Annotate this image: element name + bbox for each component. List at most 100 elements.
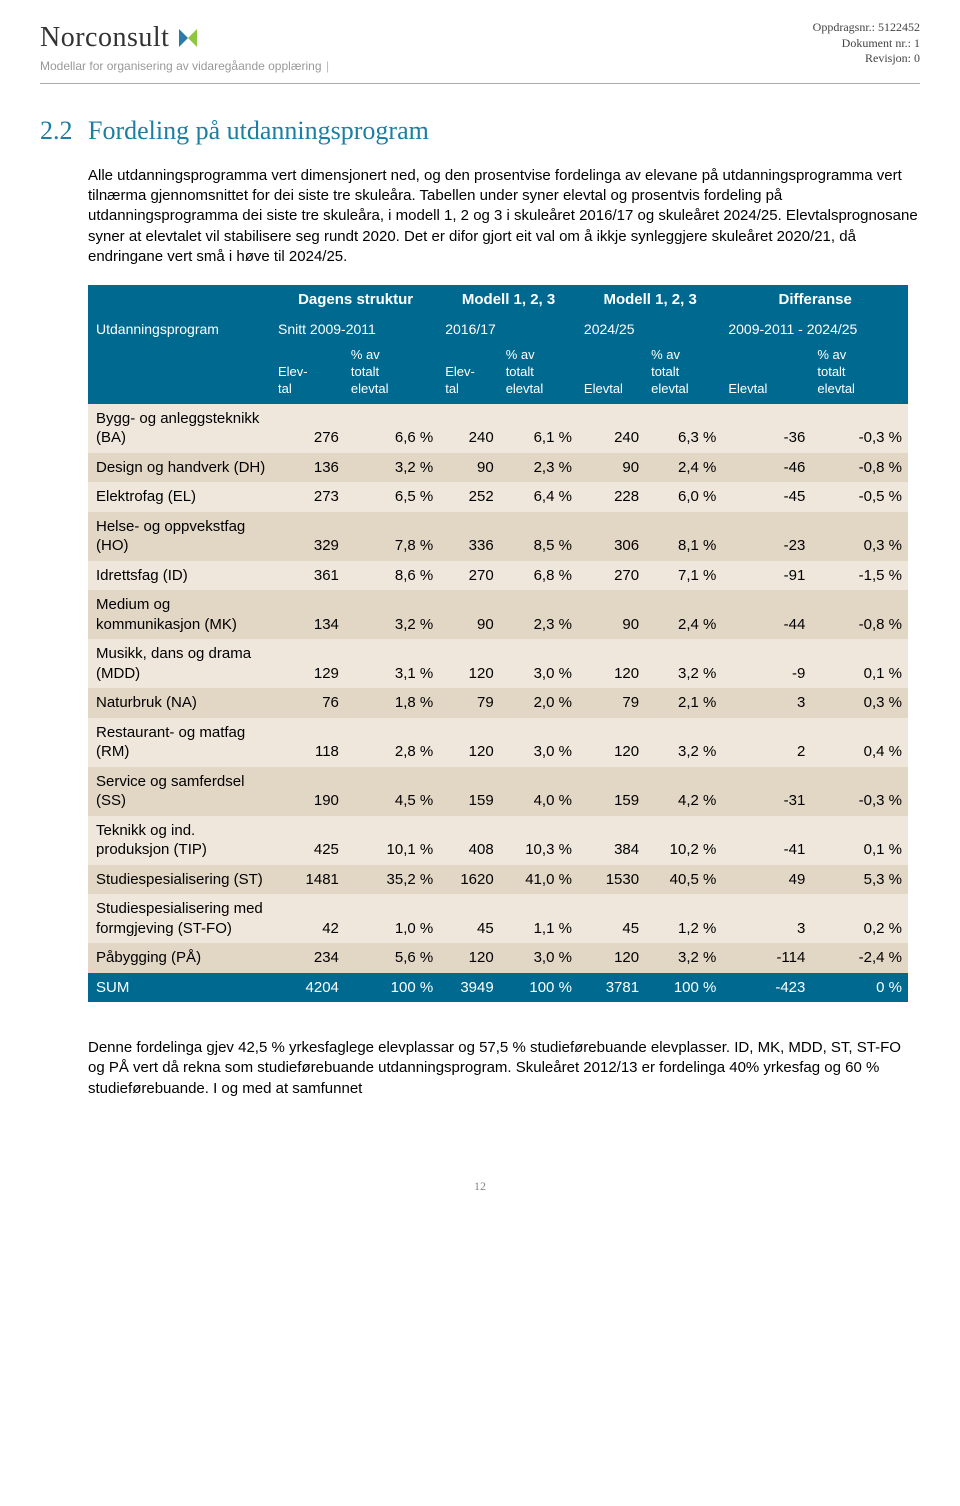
cell: 2,4 % [645,590,722,639]
row-label: Studiespesialisering med formgjeving (ST… [88,894,272,943]
table-row: Naturbruk (NA)761,8 %792,0 %792,1 %30,3 … [88,688,908,718]
cell: 361 [272,561,345,591]
cell: 120 [578,718,645,767]
subtitle-separator: | [326,59,329,73]
cell: 240 [578,404,645,453]
cell: 3,0 % [500,639,578,688]
cell: 3,0 % [500,718,578,767]
col-hdr-a1: Elev- tal [439,343,499,404]
cell: 336 [439,512,499,561]
col-hdr-b0: % av totalt elevtal [345,343,439,404]
cell: 120 [439,718,499,767]
cell: 3,0 % [500,943,578,973]
doc-meta-oppdrag: Oppdragsnr.: 5122452 [813,20,920,36]
table-row: Service og samferdsel (SS)1904,5 %1594,0… [88,767,908,816]
cell: 306 [578,512,645,561]
cell: 129 [272,639,345,688]
cell: 136 [272,453,345,483]
cell: 76 [272,688,345,718]
table-col-header-row: Elev- tal % av totalt elevtal Elev- tal … [88,343,908,404]
sub-hdr-0: Snitt 2009-2011 [272,315,439,343]
cell: -9 [722,639,811,688]
cell: 35,2 % [345,865,439,895]
sub-hdr-1: 2016/17 [439,315,578,343]
cell: 3 [722,688,811,718]
cell: -0,3 % [811,404,908,453]
table-sum-row: SUM 4204 100 % 3949 100 % 3781 100 % -42… [88,973,908,1003]
cell: -91 [722,561,811,591]
cell: 2,3 % [500,590,578,639]
cell: 90 [578,590,645,639]
cell: 384 [578,816,645,865]
cell: 3,1 % [345,639,439,688]
cell: -0,5 % [811,482,908,512]
table-row: Påbygging (PÅ)2345,6 %1203,0 %1203,2 %-1… [88,943,908,973]
sum-v3: 100 % [500,973,578,1003]
cell: 2,0 % [500,688,578,718]
cell: 120 [578,943,645,973]
cell: 3 [722,894,811,943]
cell: 8,5 % [500,512,578,561]
cell: 270 [439,561,499,591]
row-label: Idrettsfag (ID) [88,561,272,591]
grp-hdr-3: Differanse [722,285,908,315]
table-group-header-row: Dagens struktur Modell 1, 2, 3 Modell 1,… [88,285,908,315]
table-row: Musikk, dans og drama (MDD)1293,1 % 1203,… [88,639,908,688]
cell: 40,5 % [645,865,722,895]
table-sub-header-row: Utdanningsprogram Snitt 2009-2011 2016/1… [88,315,908,343]
cell: 0,1 % [811,816,908,865]
cell: 45 [578,894,645,943]
row-label: Service og samferdsel (SS) [88,767,272,816]
row-label: Elektrofag (EL) [88,482,272,512]
cell: 1481 [272,865,345,895]
cell: 2 [722,718,811,767]
cell: 0,3 % [811,512,908,561]
cell: -31 [722,767,811,816]
row-label: Restaurant- og matfag (RM) [88,718,272,767]
cell: 90 [578,453,645,483]
cell: 3,2 % [645,943,722,973]
cell: 8,6 % [345,561,439,591]
cell: 120 [578,639,645,688]
cell: 228 [578,482,645,512]
cell: 6,1 % [500,404,578,453]
footer-paragraph: Denne fordelinga gjev 42,5 % yrkesfagleg… [88,1038,920,1099]
row-label: Helse- og oppvekstfag (HO) [88,512,272,561]
cell: 0,1 % [811,639,908,688]
cell: 3,2 % [645,639,722,688]
cell: -46 [722,453,811,483]
sum-v6: -423 [722,973,811,1003]
row-label: Naturbruk (NA) [88,688,272,718]
cell: 3,2 % [345,453,439,483]
cell: 10,3 % [500,816,578,865]
cell: 329 [272,512,345,561]
sum-label: SUM [88,973,272,1003]
table-row: Design og handverk (DH)1363,2 %902,3 %90… [88,453,908,483]
doc-meta-revisjon: Revisjon: 0 [813,51,920,67]
cell: 425 [272,816,345,865]
cell: 1,8 % [345,688,439,718]
row-label: Design og handverk (DH) [88,453,272,483]
cell: 79 [439,688,499,718]
sub-hdr-2: 2024/25 [578,315,722,343]
cell: 90 [439,590,499,639]
logo-text: Norconsult [40,20,169,56]
col-hdr-a0: Elev- tal [272,343,345,404]
cell: 1,1 % [500,894,578,943]
section-number: 2.2 [40,114,88,148]
cell: 7,1 % [645,561,722,591]
cell: 408 [439,816,499,865]
row-label: Musikk, dans og drama (MDD) [88,639,272,688]
cell: 134 [272,590,345,639]
intro-paragraph: Alle utdanningsprogramma vert dimensjone… [88,166,920,267]
sum-v2: 3949 [439,973,499,1003]
cell: 79 [578,688,645,718]
sum-v1: 100 % [345,973,439,1003]
cell: 10,1 % [345,816,439,865]
cell: 0,2 % [811,894,908,943]
table-row: Idrettsfag (ID)3618,6 %2706,8 %2707,1 %-… [88,561,908,591]
cell: -0,8 % [811,453,908,483]
cell: 273 [272,482,345,512]
cell: 190 [272,767,345,816]
cell: 1,2 % [645,894,722,943]
